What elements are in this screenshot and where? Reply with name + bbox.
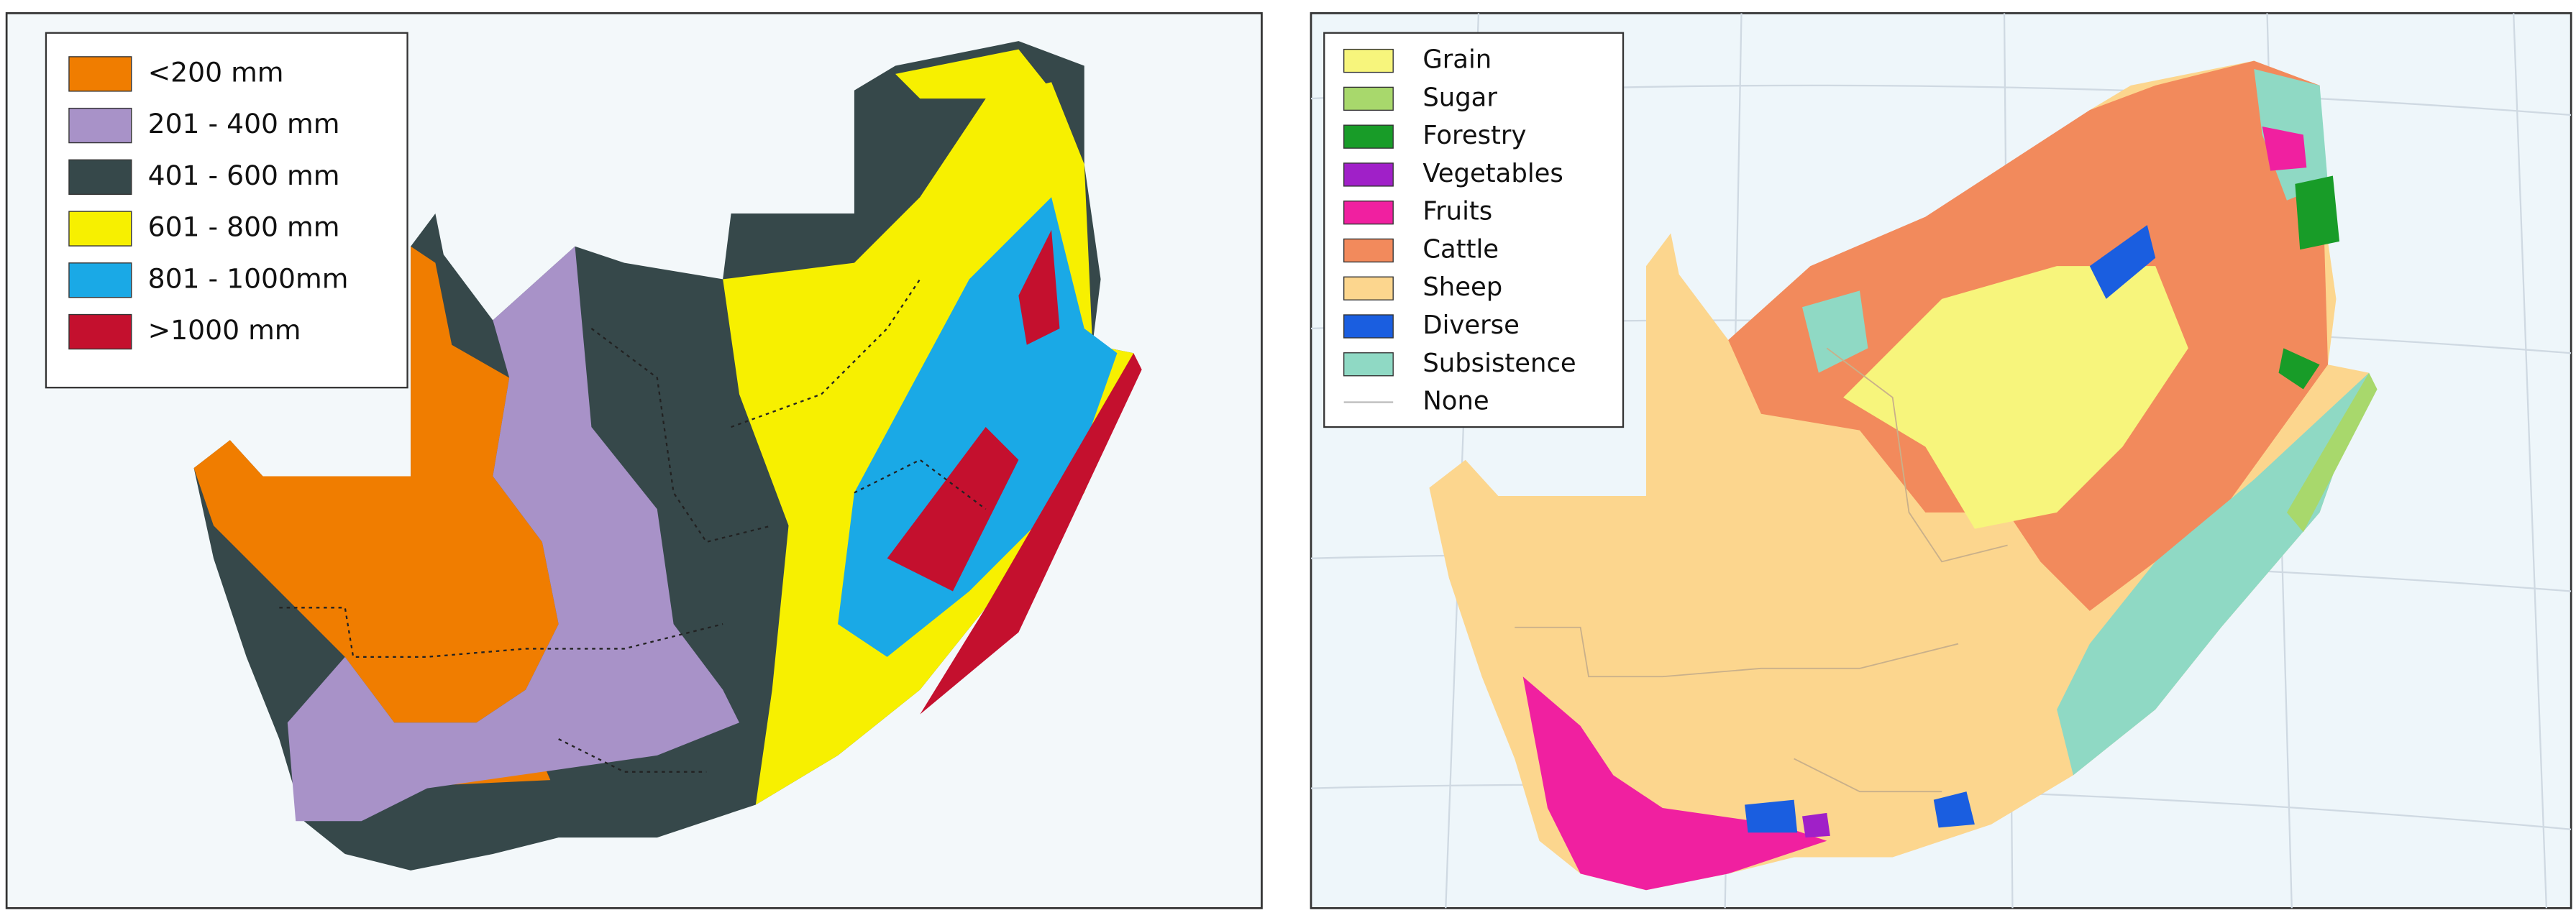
legend-label: None (1422, 387, 1489, 416)
region (920, 353, 1142, 715)
legend-label: Fruits (1422, 197, 1492, 226)
region (2278, 348, 2320, 390)
legend-label: 401 - 600 mm (148, 160, 340, 191)
region (1522, 676, 1827, 891)
legend-label: <200 mm (148, 56, 284, 88)
legend-swatch (1343, 276, 1394, 300)
region (2262, 126, 2307, 171)
region (287, 246, 739, 822)
legend-swatch (1343, 86, 1394, 111)
region (1843, 266, 2188, 529)
legend-label: 201 - 400 mm (148, 108, 340, 139)
region (193, 246, 559, 723)
legend-swatch (68, 313, 132, 350)
province-border (279, 278, 987, 773)
legend-label: >1000 mm (148, 314, 301, 346)
legend-swatch (1343, 201, 1394, 225)
legend-label: Cattle (1422, 234, 1499, 264)
legend-swatch (1343, 48, 1394, 73)
legend-label: Diverse (1422, 311, 1520, 340)
legend-swatch (68, 211, 132, 247)
legend-swatch (1343, 162, 1394, 187)
legend: Grain Sugar Forestry Vegetables Fruits Cattle… (1323, 32, 1625, 428)
region (887, 427, 1019, 592)
region (1933, 791, 1975, 828)
legend-swatch (68, 262, 132, 298)
legend-label: Vegetables (1422, 159, 1563, 188)
legend-label: Forestry (1422, 121, 1526, 150)
legend-swatch (1343, 124, 1394, 149)
region (895, 49, 1052, 99)
region (2295, 175, 2340, 250)
region (2089, 225, 2156, 299)
legend-swatch (68, 159, 132, 196)
agriculture-panel (1310, 12, 2572, 909)
region (1802, 290, 1868, 373)
legend-label: Sugar (1422, 83, 1497, 112)
legend-label: 801 - 1000mm (148, 262, 349, 294)
legend-swatch (1343, 352, 1394, 377)
region (2286, 372, 2378, 533)
legend-label: 601 - 800 mm (148, 211, 340, 243)
legend-label: Subsistence (1422, 349, 1576, 378)
legend-swatch (68, 56, 132, 92)
legend-swatch (1343, 314, 1394, 339)
region (1802, 812, 1830, 838)
region (2057, 372, 2370, 776)
province-border (1515, 347, 2008, 793)
legend-swatch (1343, 238, 1394, 263)
legend: <200 mm 201 - 400 mm 401 - 600 mm 601 - 800… (45, 32, 408, 389)
legend-label: Grain (1422, 45, 1492, 75)
region (1745, 799, 1798, 833)
legend-label: Sheep (1422, 272, 1502, 302)
legend-swatch (68, 107, 132, 144)
rainfall-panel (5, 12, 1263, 909)
region (1018, 229, 1060, 345)
